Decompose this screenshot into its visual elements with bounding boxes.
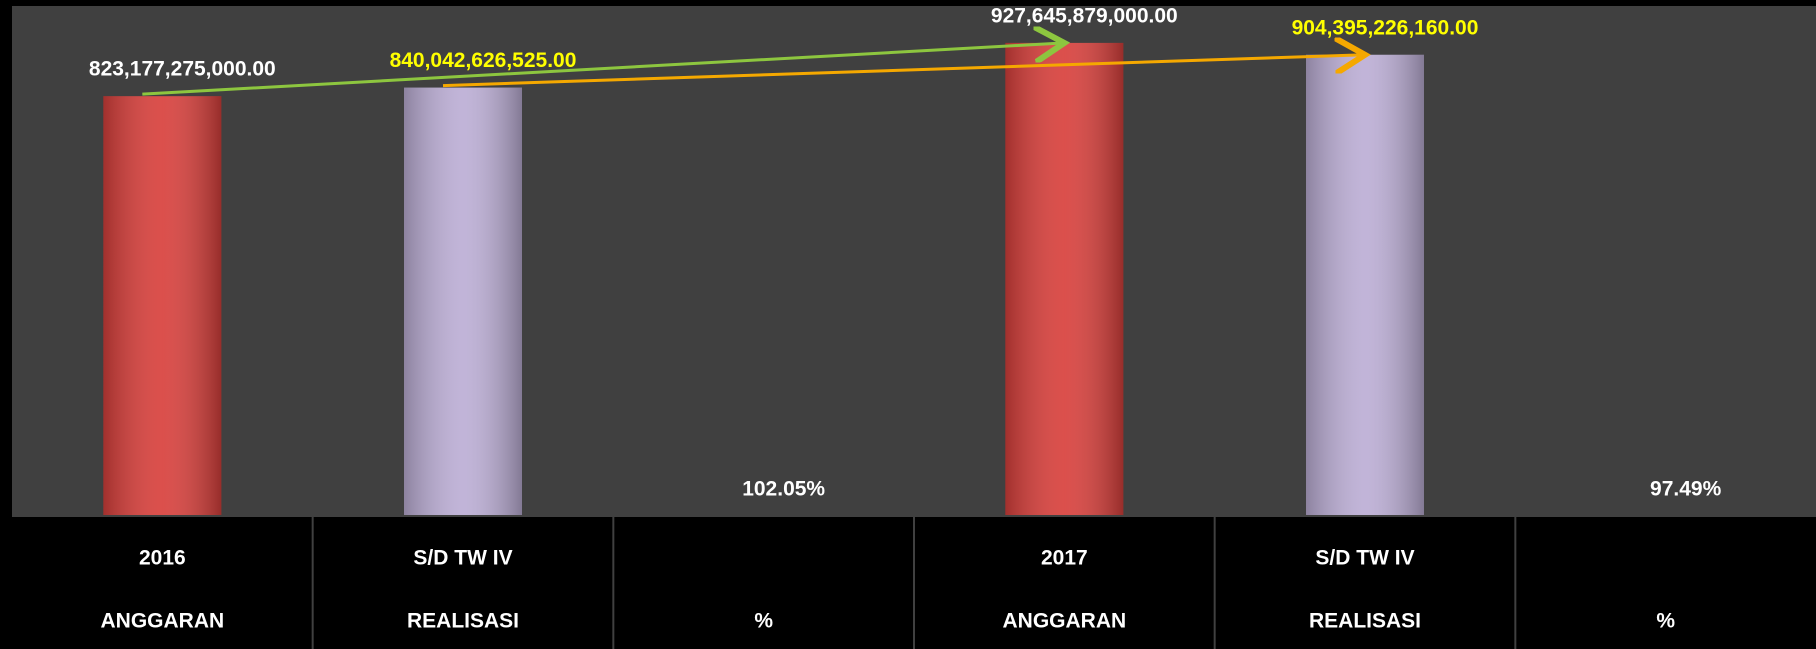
x-tick-label: REALISASI — [1309, 610, 1421, 633]
value-label: 823,177,275,000.00 — [89, 58, 276, 81]
x-tick-label: ANGGARAN — [1002, 610, 1126, 633]
bar-shade — [103, 96, 222, 516]
x-tick-label: % — [1656, 610, 1675, 633]
x-tick-label: S/D TW IV — [413, 547, 512, 570]
value-label: 904,395,226,160.00 — [1292, 16, 1479, 39]
x-tick-label: REALISASI — [407, 610, 519, 633]
x-tick-label: S/D TW IV — [1315, 547, 1414, 570]
bar-shade — [1005, 42, 1124, 516]
value-label: 97.49% — [1650, 478, 1722, 501]
x-tick-label: 2017 — [1041, 547, 1088, 570]
bar-shade — [404, 87, 522, 517]
x-tick-label: ANGGARAN — [100, 610, 224, 633]
x-tick-label: % — [754, 610, 773, 633]
plot-area — [12, 6, 1816, 516]
value-label: 102.05% — [742, 478, 825, 501]
x-tick-label: 2016 — [139, 547, 186, 570]
value-label: 927,645,879,000.00 — [991, 4, 1178, 27]
trend-arrow — [442, 55, 1365, 88]
bar-shade — [1306, 54, 1424, 517]
value-label: 840,042,626,525.00 — [390, 49, 577, 72]
trend-arrow — [142, 43, 1064, 96]
